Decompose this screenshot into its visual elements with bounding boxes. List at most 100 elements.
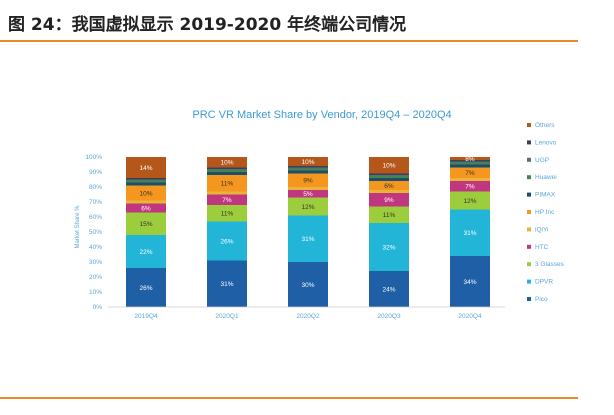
legend-label: iQiYi [535,226,548,233]
legend-swatch [527,297,531,301]
bar-segment-iqiyi [207,191,247,195]
data-label: 32% [382,244,395,251]
bar-segment-htc [207,194,247,205]
x-tick-label: 2020Q3 [377,313,401,320]
data-label: 6% [141,205,151,212]
bar-segment-htc [369,193,409,207]
legend-label: 3 Glasses [535,261,565,268]
legend-label: Lenovo [535,139,557,146]
legend-label: UGP [535,157,549,164]
y-tick-label: 30% [89,259,102,266]
legend-swatch [527,140,531,145]
legend-label: HP Inc [535,209,555,216]
data-label: 30% [301,282,314,289]
data-label: 12% [463,198,476,205]
bar-segment-dpvr [288,215,328,262]
bottom-rule [0,397,578,399]
legend-label: Pico [535,296,548,303]
bar-segment-pico [288,262,328,307]
legend-swatch [527,210,531,214]
y-tick-label: 70% [89,199,102,206]
legend-swatch [527,123,531,127]
bar-segment-iqiyi [450,178,490,181]
data-label: 14% [139,165,152,172]
bar-segment-pimax [288,170,328,174]
data-label: 15% [139,221,152,228]
bar-segment-hp-inc [207,175,247,192]
bar-segment-lenovo [450,160,490,162]
bar-segment-htc [288,190,328,198]
y-tick-label: 0% [93,304,103,311]
legend-label: HTC [535,244,549,251]
bar-segment-huawei [126,181,166,183]
legend-swatch [527,244,531,249]
x-tick-label: 2020Q2 [296,313,320,320]
bar-segment-htc [450,181,490,192]
bar-segment-iqiyi [288,187,328,190]
bar-segment-others [288,157,328,166]
legend-swatch [527,157,531,162]
bar-segment-ugp [369,175,409,177]
data-label: 5% [303,191,313,198]
data-label: 26% [139,285,152,292]
y-tick-label: 60% [89,214,102,221]
data-label: 6% [384,183,394,190]
y-tick-label: 90% [89,169,102,176]
data-label: 11% [221,181,234,188]
bar-segment-dpvr [369,223,409,271]
bar-segment-hp-inc [369,181,409,190]
bar-segment-lenovo [369,173,409,175]
data-label: 24% [382,286,395,293]
data-label: 10% [220,160,233,167]
bar-segment-3-glasses [126,212,166,235]
legend-label: Huawei [535,174,557,181]
y-axis-label: Market Share % [75,205,81,249]
bars-group: 26% 22% 15% 6% 10% 14% 31% 26% 11% 7% 11% 10% 30% 31%… [126,156,490,307]
bar-segment-others [369,157,409,174]
bar-segment-3-glasses [450,191,490,210]
bar-segment-3-glasses [207,205,247,222]
legend-label: DPVR [535,279,553,286]
legend-swatch [527,175,531,180]
legend-swatch [527,227,531,232]
legend-swatch [527,279,531,284]
y-tick-label: 50% [89,229,102,236]
data-label: 31% [301,236,314,243]
y-tick-label: 80% [89,184,102,191]
figure-caption: 图 24：我国虚拟显示 2019-2020 年终端公司情况 [8,15,407,35]
bar-segment-hp-inc [450,167,490,178]
bar-segment-pico [126,268,166,307]
bar-segment-pico [369,271,409,307]
legend-label: PIMAX [535,192,556,199]
y-axis: 0% 10% 20% 30% 40% 50% 60% 70% 80% 90% 100% [85,154,102,311]
x-tick-label: 2019Q4 [134,313,158,320]
legend-swatch [527,192,531,197]
data-label: 11% [221,211,234,218]
bar-segment-htc [126,203,166,213]
data-label: 31% [463,230,476,237]
data-label: 10% [301,159,314,166]
data-label: 10% [382,163,395,170]
bar-segment-pimax [450,164,490,168]
bar-segment-others [126,157,166,178]
data-label: 7% [465,170,475,177]
bar-segment-iqiyi [369,190,409,193]
data-label: 9% [384,197,394,204]
bar-segment-dpvr [126,235,166,268]
chart-title: PRC VR Market Share by Vendor, 2019Q4 – … [192,109,451,121]
bar-segment-pico [450,256,490,307]
data-label: 26% [220,238,233,245]
y-tick-label: 40% [89,244,102,251]
bar-segment-dpvr [207,221,247,261]
bar-segment-huawei [207,170,247,172]
bar-segment-lenovo [288,166,328,168]
bar-segment-3-glasses [369,206,409,223]
bar-segment-lenovo [207,167,247,169]
legend-swatch [527,262,531,267]
bar-segment-huawei [450,163,490,165]
bar-segment-pimax [369,178,409,181]
bar-segment-others [450,157,490,160]
data-label: 7% [465,184,475,191]
data-label: 9% [303,178,313,185]
